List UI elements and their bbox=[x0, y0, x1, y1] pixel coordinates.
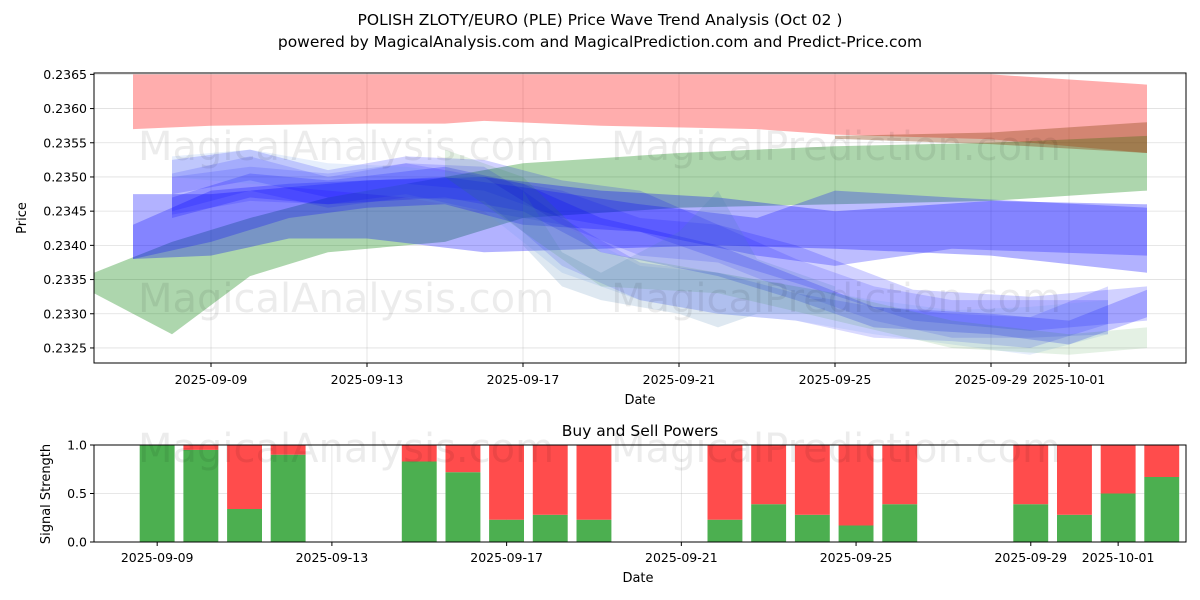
sell-bar bbox=[445, 445, 481, 473]
sell-bar bbox=[270, 445, 306, 455]
sell-bar bbox=[707, 445, 743, 520]
price-band bbox=[445, 149, 1147, 355]
signal-x-tick-label: 2025-09-21 bbox=[645, 550, 718, 565]
price-band bbox=[133, 74, 1147, 153]
price-band bbox=[172, 149, 1147, 331]
price-grid bbox=[94, 73, 1186, 363]
price-x-tick-label: 2025-09-17 bbox=[487, 372, 560, 387]
signal-x-tick-label: 2025-09-17 bbox=[470, 550, 543, 565]
price-y-tick-label: 0.2335 bbox=[43, 272, 87, 287]
sell-bar bbox=[1013, 445, 1049, 505]
buy-bar bbox=[183, 449, 219, 542]
sell-bar bbox=[1144, 445, 1180, 477]
price-y-tick-label: 0.2345 bbox=[43, 204, 87, 219]
watermark-text: MagicalAnalysis.com bbox=[138, 276, 554, 322]
signal-x-tick-label: 2025-09-13 bbox=[296, 550, 369, 565]
signal-x-tick-label: 2025-09-09 bbox=[121, 550, 194, 565]
buy-bar bbox=[227, 509, 262, 542]
price-x-ticks: 2025-09-09 2025-09-13 2025-09-17 2025-09-21… bbox=[175, 363, 1106, 387]
price-band bbox=[835, 122, 1147, 153]
buy-bar bbox=[1144, 477, 1180, 542]
buy-bar bbox=[1100, 493, 1136, 542]
buy-bar bbox=[532, 514, 568, 542]
price-band bbox=[172, 156, 1108, 348]
price-band bbox=[94, 135, 1147, 335]
price-bands bbox=[94, 74, 1147, 355]
signal-bars bbox=[139, 445, 1180, 542]
price-band bbox=[172, 149, 1108, 355]
price-plot: MagicalAnalysis.com MagicalPrediction.com… bbox=[15, 67, 1187, 408]
watermark-text: MagicalAnalysis.com bbox=[138, 124, 554, 170]
signal-title: Buy and Sell Powers bbox=[562, 422, 719, 440]
sell-bar bbox=[183, 445, 219, 450]
price-y-tick-label: 0.2325 bbox=[43, 340, 87, 355]
buy-bar bbox=[401, 461, 437, 542]
buy-bar bbox=[794, 514, 830, 542]
price-y-ticks: 0.2325 0.2330 0.2335 0.2340 0.2345 0.2350 0.23… bbox=[43, 67, 94, 355]
sell-bar bbox=[794, 445, 830, 515]
chart-title: POLISH ZLOTY/EURO (PLE) Price Wave Trend… bbox=[358, 11, 843, 29]
signal-y-ticks: 0.0 0.5 1.0 bbox=[67, 438, 94, 550]
watermark-text: MagicalPrediction.com bbox=[611, 426, 1061, 472]
signal-x-label: Date bbox=[622, 571, 653, 586]
buy-bar bbox=[489, 519, 524, 542]
price-x-label: Date bbox=[624, 393, 655, 408]
signal-x-tick-label: 2025-10-01 bbox=[1082, 550, 1155, 565]
buy-bar bbox=[707, 519, 743, 542]
signal-y-tick-label: 0.5 bbox=[67, 486, 87, 501]
signal-x-tick-label: 2025-09-29 bbox=[994, 550, 1067, 565]
price-y-tick-label: 0.2330 bbox=[43, 306, 87, 321]
sell-bar bbox=[1100, 445, 1136, 494]
price-y-label: Price bbox=[15, 202, 30, 234]
sell-bar bbox=[532, 445, 568, 515]
sell-bar bbox=[489, 445, 524, 520]
price-band bbox=[133, 177, 1147, 266]
buy-bar bbox=[1057, 514, 1092, 542]
buy-bar bbox=[882, 504, 918, 542]
sell-bar bbox=[882, 445, 918, 505]
signal-y-tick-label: 1.0 bbox=[67, 438, 87, 453]
buy-bar bbox=[270, 454, 306, 542]
price-y-tick-label: 0.2365 bbox=[43, 67, 87, 82]
price-x-tick-label: 2025-09-25 bbox=[799, 372, 872, 387]
buy-bar bbox=[445, 472, 481, 542]
price-x-tick-label: 2025-09-29 bbox=[955, 372, 1028, 387]
buy-bar bbox=[838, 525, 874, 542]
price-x-tick-label: 2025-10-01 bbox=[1033, 372, 1106, 387]
price-band bbox=[133, 177, 1147, 273]
price-plot-frame bbox=[93, 72, 1187, 364]
price-y-tick-label: 0.2350 bbox=[43, 169, 87, 184]
buy-bar bbox=[576, 519, 612, 542]
watermark-text: MagicalPrediction.com bbox=[611, 124, 1061, 170]
price-band bbox=[172, 166, 1147, 345]
buy-bar bbox=[139, 445, 175, 542]
price-watermarks: MagicalAnalysis.com MagicalPrediction.com… bbox=[138, 124, 1061, 322]
price-y-tick-label: 0.2340 bbox=[43, 238, 87, 253]
watermark-text: MagicalPrediction.com bbox=[611, 276, 1061, 322]
price-x-tick-label: 2025-09-21 bbox=[643, 372, 716, 387]
price-band bbox=[523, 190, 835, 328]
signal-watermarks: MagicalAnalysis.com MagicalPrediction.com bbox=[138, 426, 1061, 472]
sell-bar bbox=[838, 445, 874, 526]
signal-y-tick-label: 0.0 bbox=[67, 535, 87, 550]
signal-x-tick-label: 2025-09-25 bbox=[820, 550, 893, 565]
signal-x-ticks: 2025-09-09 2025-09-13 2025-09-17 2025-09-21… bbox=[121, 542, 1155, 565]
signal-plot: Buy and Sell Powers MagicalAnalysis.com M… bbox=[39, 422, 1187, 586]
price-band bbox=[172, 163, 1108, 338]
price-y-tick-label: 0.2360 bbox=[43, 101, 87, 116]
watermark-text: MagicalAnalysis.com bbox=[138, 426, 554, 472]
sell-bar bbox=[1057, 445, 1092, 515]
price-x-tick-label: 2025-09-13 bbox=[331, 372, 404, 387]
signal-y-label: Signal Strength bbox=[39, 444, 54, 544]
chart-subtitle: powered by MagicalAnalysis.com and Magic… bbox=[278, 33, 922, 51]
buy-bar bbox=[1013, 504, 1049, 542]
sell-bar bbox=[227, 445, 262, 509]
price-y-tick-label: 0.2355 bbox=[43, 135, 87, 150]
price-x-tick-label: 2025-09-09 bbox=[175, 372, 248, 387]
sell-bar bbox=[751, 445, 787, 505]
buy-bar bbox=[751, 504, 787, 542]
sell-bar bbox=[576, 445, 612, 520]
sell-bar bbox=[401, 445, 437, 462]
